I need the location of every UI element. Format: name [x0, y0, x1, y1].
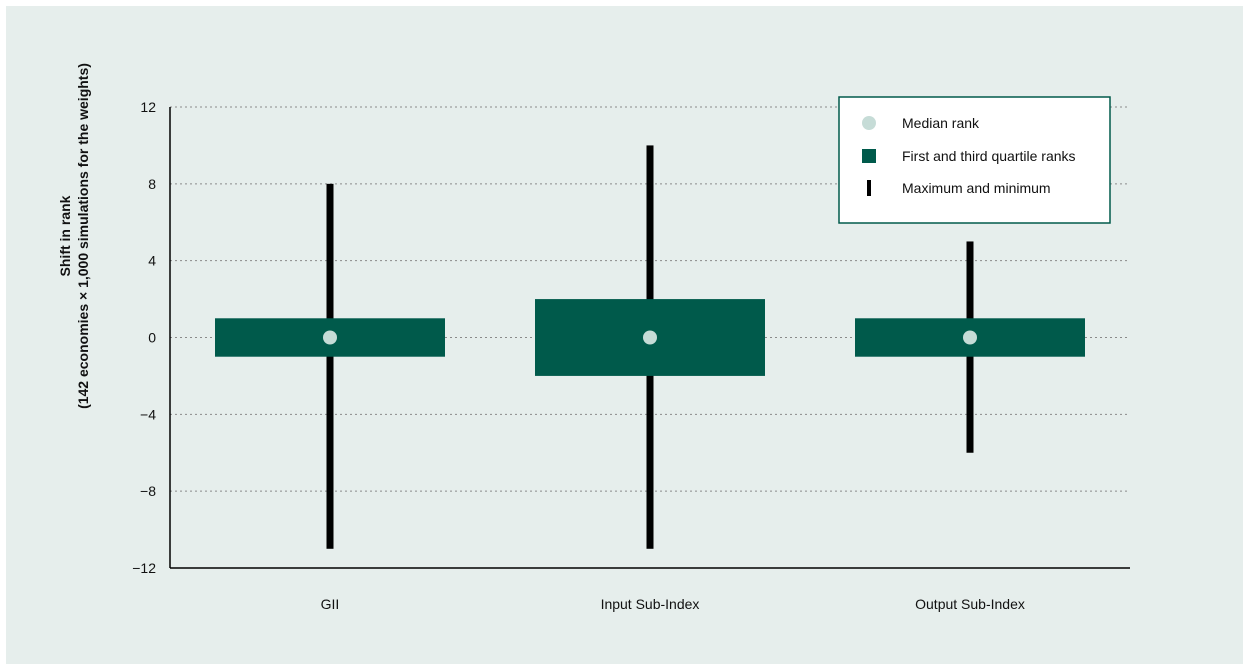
legend: Median rank First and third quartile rank… — [838, 96, 1111, 224]
x-category-labels: GII Input Sub-Index Output Sub-Index — [321, 596, 1025, 612]
y-tick-label: 12 — [140, 99, 156, 115]
median-point — [643, 330, 657, 345]
legend-quartile-marker — [862, 149, 876, 163]
y-tick-label: 0 — [148, 330, 156, 346]
data-marks — [215, 145, 1085, 549]
legend-whisker-marker — [867, 180, 871, 196]
y-tick-label: 8 — [148, 176, 156, 192]
x-category-label: Output Sub-Index — [915, 596, 1025, 612]
median-point — [323, 330, 337, 345]
legend-label: First and third quartile ranks — [902, 148, 1076, 164]
y-tick-label: −12 — [132, 560, 156, 576]
x-category-label: GII — [321, 596, 340, 612]
y-tick-labels: 12 8 4 0 −4 −8 −12 — [132, 99, 156, 576]
axes — [169, 107, 1130, 569]
y-axis-label-line1: Shift in rank — [57, 195, 73, 276]
y-axis-label-line2: (142 economies × 1,000 simulations for t… — [75, 63, 91, 409]
y-tick-label: 4 — [148, 253, 156, 269]
y-tick-label: −8 — [140, 483, 156, 499]
legend-label: Maximum and minimum — [902, 180, 1051, 196]
box-plot-chart: 12 8 4 0 −4 −8 −12 Shift in rank (142 economie… — [57, 63, 1130, 612]
legend-box — [838, 96, 1111, 224]
y-axis-label: Shift in rank (142 economies × 1,000 sim… — [57, 63, 91, 409]
x-category-label: Input Sub-Index — [601, 596, 700, 612]
legend-label: Median rank — [902, 115, 980, 131]
legend-median-marker — [862, 116, 876, 130]
y-tick-label: −4 — [140, 406, 156, 422]
chart-panel: 12 8 4 0 −4 −8 −12 Shift in rank (142 economie… — [6, 6, 1243, 664]
median-point — [963, 330, 977, 345]
whisker-bar — [326, 183, 334, 549]
